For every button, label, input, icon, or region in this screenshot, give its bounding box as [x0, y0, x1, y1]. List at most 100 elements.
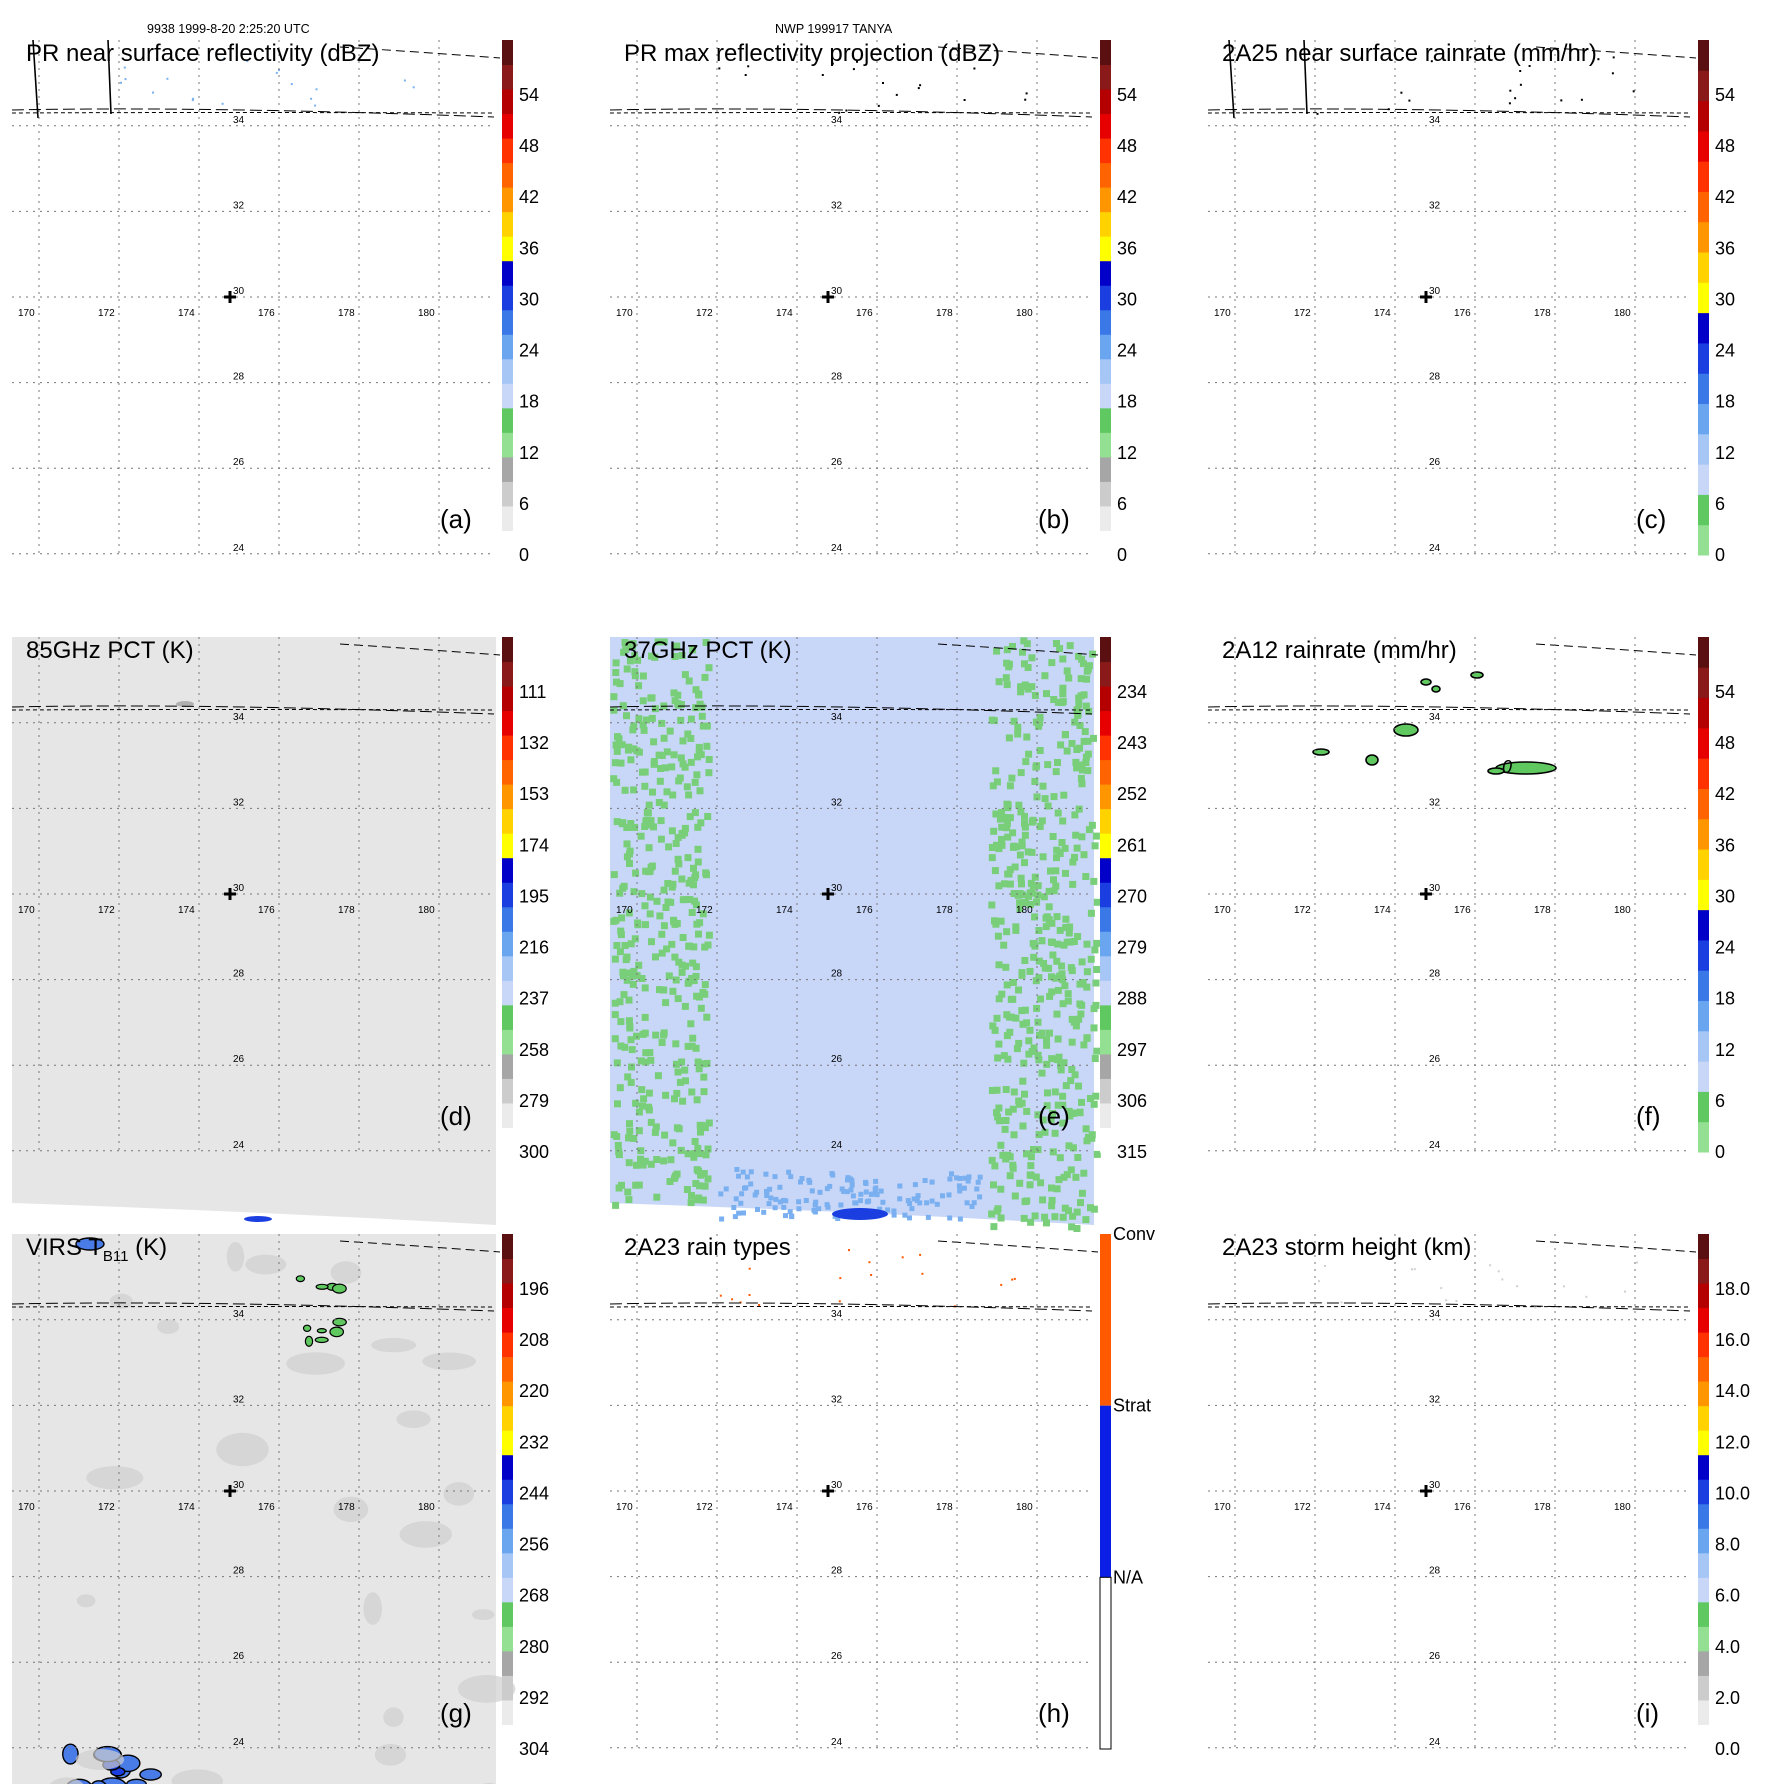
- colorbar-label: 18.0: [1715, 1279, 1750, 1299]
- panel-title-text: 85GHz PCT (K): [26, 637, 194, 664]
- lon-tick-label: 174: [178, 905, 195, 916]
- colorbar-label: 12: [1715, 443, 1735, 463]
- colorbar-label: 0: [1715, 1142, 1725, 1162]
- panel-title-text: 2A23 rain types: [624, 1234, 791, 1261]
- colorbar-segment: [502, 931, 513, 957]
- lat-tick-label: 26: [233, 1054, 245, 1065]
- lon-tick-label: 172: [1294, 905, 1311, 916]
- lon-tick-label: 176: [856, 905, 873, 916]
- lat-tick-label: 30: [1429, 286, 1441, 297]
- colorbar-segment: [1100, 505, 1111, 531]
- colorbar-label: 30: [1715, 289, 1735, 309]
- cold-spots: [176, 701, 272, 1222]
- colorbar-segment: [1100, 955, 1111, 981]
- colorbar-segment: [1698, 697, 1709, 729]
- colorbar-segment: [1698, 1601, 1709, 1627]
- tick-labels: 170 172 174 176 178 180 34 32 30 28 26 24: [18, 115, 435, 554]
- panel-title: 2A25 near surface rainrate (mm/hr): [1222, 40, 1597, 68]
- lon-tick-label: 172: [696, 905, 713, 916]
- map-svg: 170 172 174 176 178 180 34 32 30 28 26 24 Conv Strat N…: [609, 1224, 1155, 1752]
- colorbar-segment: [502, 1234, 513, 1260]
- panel-title: 37GHz PCT (K): [624, 637, 792, 665]
- colorbar-segment: [1698, 1454, 1709, 1480]
- colorbar-label: 48: [519, 136, 539, 156]
- colorbar-segment: [1698, 909, 1709, 941]
- colorbar-segment: [1100, 162, 1111, 188]
- colorbar-segment: [1100, 407, 1111, 433]
- lon-tick-label: 178: [936, 905, 953, 916]
- colorbar-label: 18: [519, 392, 539, 412]
- colorbar-segment: [1100, 481, 1111, 507]
- colorbar-segment: [502, 1454, 513, 1480]
- map-svg: 170 172 174 176 178 1803432302826242342432522…: [609, 637, 1147, 1232]
- colorbar: 54 48 42 36 30 24 18 12 6 0: [502, 40, 539, 565]
- colorbar-segment: [1698, 1724, 1709, 1750]
- colorbar-segment: [502, 710, 513, 736]
- panel-title-unit: (K): [128, 1234, 168, 1261]
- colorbar: 54 48 42 36 30 24 18 12 6 0: [1100, 40, 1137, 565]
- colorbar-segment: [502, 637, 513, 663]
- lon-tick-label: 178: [936, 1502, 953, 1513]
- colorbar-label: 24: [1715, 938, 1735, 958]
- colorbar-label: 30: [519, 289, 539, 309]
- lon-tick-label: 180: [1614, 905, 1631, 916]
- lon-tick-label: 174: [1374, 1502, 1391, 1513]
- colorbar-label: 315: [1117, 1142, 1147, 1162]
- colorbar-segment: [502, 432, 513, 458]
- colorbar-segment: [1100, 187, 1111, 213]
- colorbar-segment: [502, 1332, 513, 1358]
- colorbar-segment: [502, 162, 513, 188]
- colorbar-segment: [502, 1724, 513, 1750]
- colorbar-segment: [1698, 252, 1709, 283]
- lat-tick-label: 30: [233, 1480, 245, 1491]
- colorbar-label: 36: [519, 238, 539, 258]
- colorbar-label: 54: [1715, 682, 1735, 702]
- colorbar-segment: [502, 1405, 513, 1431]
- colorbar-segment: [502, 505, 513, 531]
- map-svg: 170 172 174 176 178 180 34 32 30 28 26 24 196 208 220 2…: [11, 1234, 549, 1784]
- colorbar-segment: [502, 1078, 513, 1104]
- tick-labels: 170 172 174 176 178 180 34 32 30 28 26 24: [616, 712, 1033, 1151]
- colorbar-label: 153: [519, 784, 549, 804]
- swath-background: [610, 637, 1094, 1225]
- colorbar-na: [1099, 1576, 1112, 1750]
- panel-title: 2A12 rainrate (mm/hr): [1222, 637, 1457, 665]
- colorbar-segment: [502, 808, 513, 834]
- lon-tick-label: 176: [258, 308, 275, 319]
- lat-tick-label: 30: [831, 286, 843, 297]
- colorbar-label: 237: [519, 989, 549, 1009]
- colorbar-label: 42: [1117, 187, 1137, 207]
- colorbar-segment: [502, 236, 513, 262]
- lon-tick-label: 176: [1454, 905, 1471, 916]
- colorbar-segment: [1698, 849, 1709, 880]
- colorbar-segment: [502, 759, 513, 785]
- tick-labels: 170 172 174 176 178 180 34 32 30 28 26 24: [1214, 712, 1631, 1151]
- colorbar-segment: [1100, 1127, 1111, 1153]
- colorbar-label: 111: [519, 682, 546, 702]
- lat-tick-label: 24: [233, 1737, 245, 1748]
- colorbar: 234 243 252 261 270 279 288 297 306 315: [1100, 637, 1147, 1162]
- colorbar-label: N/A: [1113, 1567, 1143, 1587]
- panel-title-text: 37GHz PCT (K): [624, 637, 792, 664]
- colorbar-label: 54: [1117, 85, 1137, 105]
- swath-edges: [609, 643, 1099, 715]
- lat-tick-label: 32: [1429, 1394, 1441, 1405]
- colorbar-segment: [502, 1053, 513, 1079]
- colorbar: 54 48 42 36 30 24 18 12 6 0: [1698, 40, 1735, 565]
- colorbar-segment: [502, 530, 513, 556]
- colorbar-segment: [1698, 1503, 1709, 1529]
- colorbar-segment: [502, 1283, 513, 1309]
- map-svg: 170 172 174 176 178 180 34 32 30 28 26 24 18.0 16.0 14…: [1207, 1234, 1750, 1759]
- colorbar-segment: [502, 138, 513, 164]
- lon-tick-label: 180: [1614, 1502, 1631, 1513]
- colorbar-label: 292: [519, 1688, 549, 1708]
- colorbar-label: 6: [1715, 1091, 1725, 1111]
- colorbar-label: 16.0: [1715, 1330, 1750, 1350]
- colorbar-segment: [1100, 309, 1111, 335]
- lat-tick-label: 34: [1429, 115, 1441, 126]
- lon-tick-label: 174: [776, 308, 793, 319]
- colorbar-label: 2.0: [1715, 1688, 1740, 1708]
- lat-tick-label: 26: [1429, 1651, 1441, 1662]
- colorbar-segment: [1698, 970, 1709, 1002]
- lon-tick-label: 170: [616, 308, 633, 319]
